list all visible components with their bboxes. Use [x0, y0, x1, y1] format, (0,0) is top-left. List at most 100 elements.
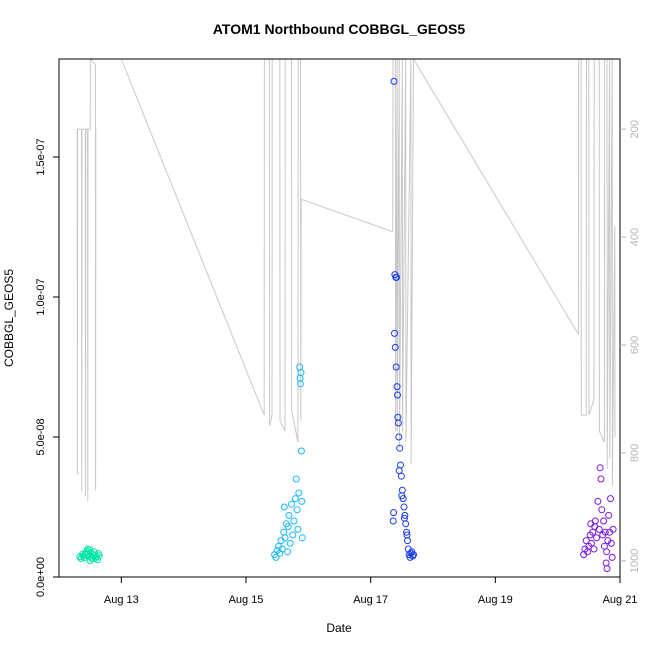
data-point-s3-8: [393, 383, 401, 391]
data-point-s3-33: [398, 492, 406, 500]
data-point-s3-30: [394, 391, 401, 399]
x-tick-label-3: Aug 17: [353, 594, 388, 606]
data-point-s2-12: [285, 511, 293, 519]
data-point-s2-24: [297, 380, 304, 388]
y-tick-label-4: 1.5e-07: [35, 138, 47, 175]
pressure-segment-4: [301, 198, 393, 233]
pressure-segment-2: [120, 58, 265, 416]
data-point-s2-26: [297, 447, 305, 455]
pressure-segment-7: [577, 58, 616, 486]
data-point-s2-18: [292, 475, 300, 483]
data-point-s3-6: [391, 343, 399, 351]
x-tick-label-5: Aug 21: [603, 594, 638, 606]
data-point-s3-35: [403, 531, 411, 539]
data-point-s4-12: [594, 497, 602, 505]
data-point-s3-29: [390, 509, 398, 517]
data-point-s3-10: [395, 433, 403, 441]
data-point-s2-15: [289, 531, 297, 539]
data-point-s2-14: [288, 500, 295, 508]
data-point-s4-27: [607, 539, 615, 547]
secondary-y-axis: 200 400 600 800 1000: [620, 120, 641, 573]
y2-tick-label-1: 200: [629, 120, 641, 138]
data-point-s4-18: [600, 517, 608, 525]
data-point-s2-20: [294, 525, 302, 533]
x-tick-label-2: Aug 15: [229, 594, 264, 606]
data-point-s4-16: [598, 506, 606, 514]
data-point-s4-20: [601, 528, 609, 536]
data-point-s3-26: [409, 552, 417, 560]
x-tick-label-4: Aug 19: [478, 594, 513, 606]
data-point-s1-23: [84, 545, 92, 553]
pressure-segment-3: [263, 58, 302, 443]
data-point-s2-19: [293, 506, 301, 514]
y-tick-label-2: 5.0e-08: [35, 418, 47, 455]
data-point-s2-16: [290, 517, 298, 525]
data-point-s3-16: [400, 503, 408, 511]
y2-tick-label-3: 600: [629, 336, 641, 354]
pressure-segment-5: [392, 58, 414, 464]
data-point-s3-11: [396, 444, 404, 452]
data-point-s3-18: [402, 520, 410, 528]
data-point-s4-7: [587, 539, 595, 547]
data-point-s3-31: [394, 419, 402, 427]
x-axis-label: Date: [326, 621, 352, 635]
data-point-s2-21: [295, 489, 303, 497]
data-point-s2-7: [278, 545, 286, 553]
data-point-s3-20: [404, 537, 411, 545]
data-point-s3-13: [397, 472, 405, 480]
pressure-segment-6: [413, 58, 579, 335]
data-point-s2-17: [291, 495, 299, 503]
data-point-s1-24: [86, 557, 94, 564]
points-layer: [76, 77, 617, 573]
data-point-s4-15: [597, 475, 605, 483]
data-point-s4-11: [593, 534, 601, 542]
data-point-s4-26: [607, 495, 614, 503]
data-point-s3-5: [391, 329, 398, 337]
y-axis-label: COBBGL_GEOS5: [2, 269, 16, 367]
data-point-s4-29: [609, 525, 617, 533]
pressure-trace-layer: [76, 57, 616, 502]
data-point-s4-31: [591, 523, 599, 531]
pressure-segment-1: [76, 57, 97, 502]
data-point-s3-1: [390, 77, 398, 85]
y-axis: 0.0e+00 5.0e-08 1.0e-07 1.5e-07: [35, 138, 59, 597]
data-point-s4-28: [608, 553, 616, 561]
data-point-s3-17: [401, 511, 409, 519]
plot-frame: [58, 58, 621, 578]
y2-tick-label-2: 400: [629, 228, 641, 246]
y-tick-label-3: 1.0e-07: [35, 278, 47, 315]
data-point-s1-22: [95, 552, 103, 560]
x-axis: Aug 13 Aug 15 Aug 17 Aug 19 Aug 21: [104, 577, 638, 606]
y2-tick-label-5: 1000: [629, 549, 641, 573]
data-point-s3-27: [410, 551, 417, 559]
data-point-s3-4: [393, 273, 401, 281]
data-point-s4-19: [600, 542, 608, 550]
data-point-s4-3: [582, 537, 590, 545]
chart-title: ATOM1 Northbound COBBGL_GEOS5: [213, 21, 465, 37]
data-point-s3-7: [392, 363, 400, 371]
data-point-s4-14: [596, 464, 604, 472]
data-point-s4-21: [602, 559, 610, 567]
data-point-s2-28: [298, 534, 306, 542]
y-tick-label-1: 0.0e+00: [35, 557, 47, 597]
data-point-s2-29: [280, 503, 288, 511]
data-point-s3-32: [395, 467, 403, 475]
data-point-s2-27: [298, 497, 306, 505]
x-tick-label-1: Aug 13: [104, 594, 139, 606]
data-point-s2-25: [297, 369, 305, 377]
data-point-s4-32: [603, 548, 611, 556]
data-point-s3-28: [389, 517, 397, 525]
data-point-s2-13: [286, 539, 294, 547]
data-point-s2-9: [281, 534, 289, 542]
data-point-s2-2: [272, 553, 280, 561]
data-point-s3-34: [400, 514, 408, 522]
data-point-s2-30: [284, 523, 292, 531]
data-point-s4-22: [603, 565, 611, 573]
data-point-s4-9: [590, 545, 598, 553]
data-point-s2-8: [280, 528, 288, 536]
data-point-s3-14: [398, 486, 406, 494]
data-point-s4-24: [605, 511, 613, 519]
data-point-s3-19: [403, 528, 411, 536]
data-point-s3-12: [397, 461, 404, 469]
